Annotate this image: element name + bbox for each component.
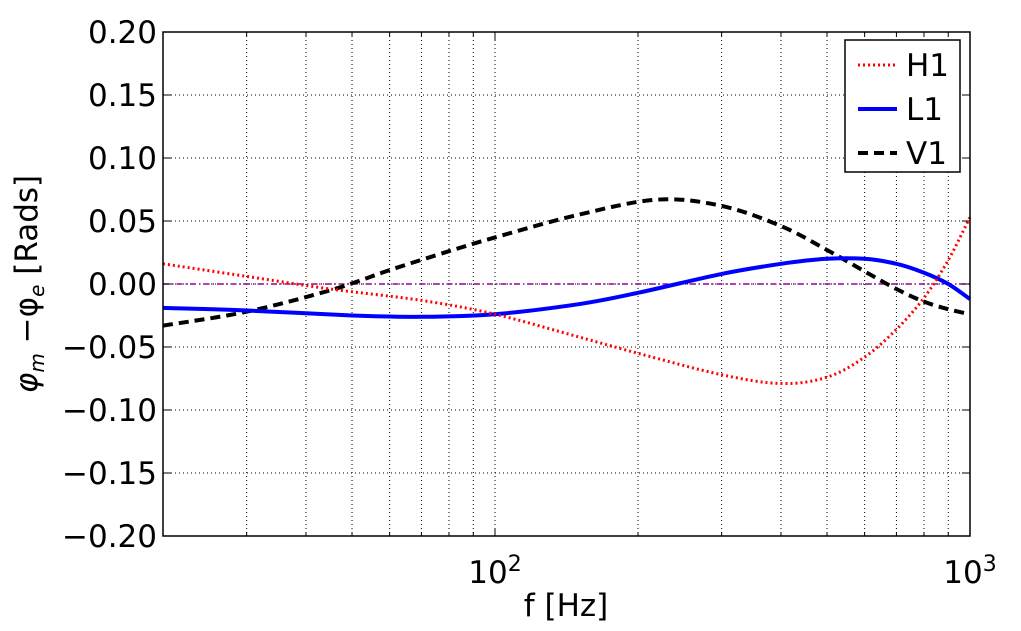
legend-label-l1: L1: [906, 92, 943, 128]
y-axis-label-unit: [Rads]: [9, 175, 45, 285]
x-tick-label: 103: [943, 552, 996, 591]
x-tick-label-exponent: 3: [983, 552, 997, 577]
y-tick-label: 0.20: [88, 15, 157, 51]
series-line-l1: [162, 256, 972, 319]
y-tick-label: 0.00: [88, 267, 157, 303]
legend-box: [844, 39, 961, 173]
series-layer: [162, 197, 972, 386]
ticks: [162, 31, 971, 537]
legend: H1 L1 V1: [844, 39, 961, 173]
y-tick-labels: −0.20 −0.15 −0.10 −0.05 0.00 0.05 0.10 0.15 0.20: [62, 15, 157, 555]
y-axis-label-sub-e: e: [25, 285, 49, 297]
series-line-v1: [162, 197, 971, 328]
x-tick-label-base: 10: [468, 555, 507, 591]
y-axis-label: φm −φe [Rads]: [9, 175, 49, 393]
y-tick-label: −0.20: [62, 519, 157, 555]
y-axis-label-phi: φ: [9, 372, 45, 393]
x-tick-label: 102: [468, 552, 521, 591]
y-tick-label: 0.05: [88, 204, 157, 240]
y-tick-label: −0.10: [62, 393, 157, 429]
legend-label-h1: H1: [906, 48, 949, 84]
x-tick-label-exponent: 2: [508, 552, 522, 577]
x-tick-label-base: 10: [943, 555, 982, 591]
y-tick-label: 0.10: [88, 141, 157, 177]
x-axis-label: f [Hz]: [524, 588, 609, 624]
y-tick-label: −0.15: [62, 456, 157, 492]
y-tick-label: −0.05: [62, 330, 157, 366]
series-line-h1: [162, 216, 972, 386]
legend-label-v1: V1: [906, 136, 947, 172]
y-axis-label-sub-m: m: [25, 353, 49, 372]
x-tick-labels: 102 103: [468, 552, 996, 591]
y-tick-label: 0.15: [88, 78, 157, 114]
y-axis-label-minus-phi: −φ: [9, 297, 45, 353]
